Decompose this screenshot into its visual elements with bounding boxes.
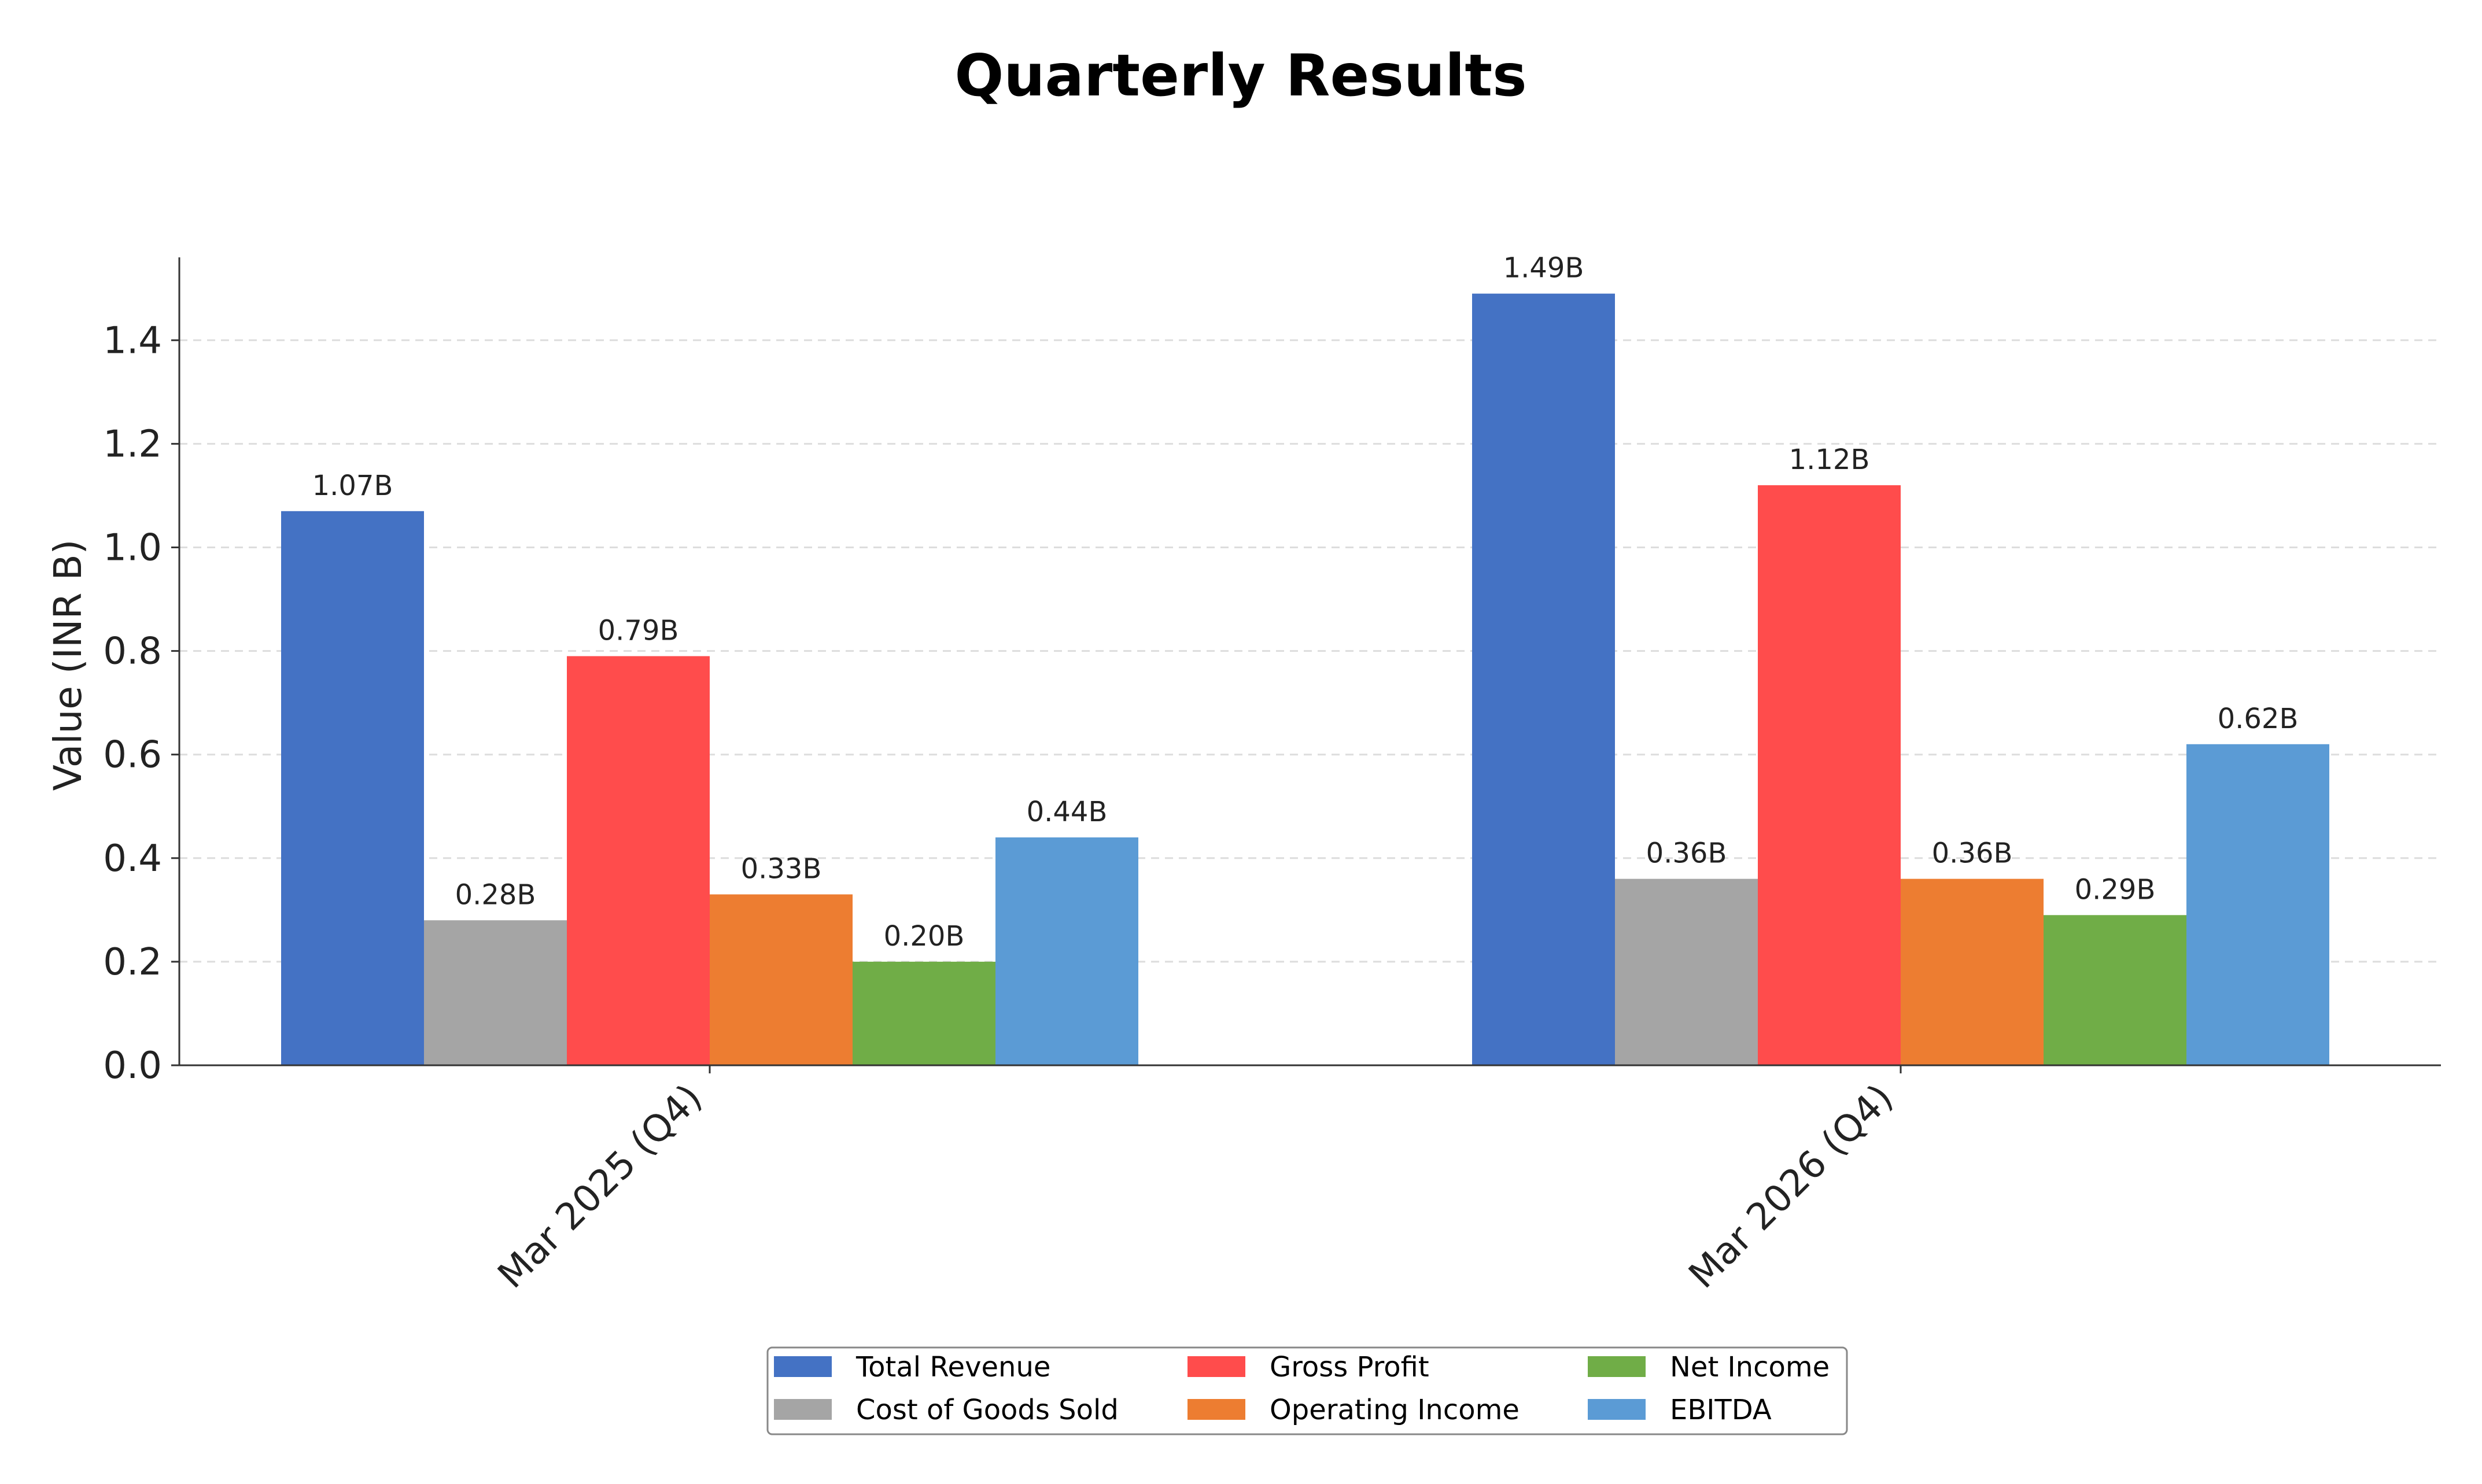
y-axis-label: Value (INR B) <box>46 540 90 791</box>
data-label: 1.07B <box>312 470 393 502</box>
data-label: 0.44B <box>1027 796 1108 828</box>
data-label: 0.29B <box>2075 873 2156 906</box>
legend: Total Revenue Cost of Goods Sold Gross Pro… <box>766 1346 1848 1435</box>
legend-label: Cost of Goods Sold <box>856 1394 1119 1426</box>
legend-swatch <box>774 1356 832 1377</box>
data-labels: 1.07B 0.28B 0.79B 0.33B 0.20B 0.44B 1.49B 0.36B… <box>312 252 2299 953</box>
bar <box>710 894 853 1065</box>
bar <box>1758 485 1901 1065</box>
x-tick-label: Mar 2025 (Q4) <box>490 1076 710 1297</box>
bar <box>1472 293 1615 1065</box>
x-ticks: Mar 2025 (Q4) Mar 2026 (Q4) <box>490 1065 1902 1297</box>
chart-title: Quarterly Results <box>954 42 1526 109</box>
bar <box>1901 878 2044 1065</box>
data-label: 0.28B <box>455 878 536 911</box>
data-label: 0.62B <box>2218 703 2299 735</box>
bar <box>1615 878 1758 1065</box>
y-tick-label: 1.0 <box>103 526 162 569</box>
y-tick-label: 0.6 <box>103 734 162 777</box>
y-tick-label: 0.2 <box>103 941 162 984</box>
data-label: 0.33B <box>741 852 822 885</box>
y-tick-label: 0.4 <box>103 837 162 880</box>
y-ticks: 0.0 0.2 0.4 0.6 0.8 1.0 1.2 1.4 <box>103 319 179 1087</box>
data-label: 0.20B <box>884 920 965 953</box>
x-tick-label: Mar 2026 (Q4) <box>1681 1076 1901 1297</box>
bar <box>567 656 710 1065</box>
data-label: 1.49B <box>1503 252 1584 285</box>
legend-label: Net Income <box>1670 1351 1830 1383</box>
y-tick-label: 0.8 <box>103 630 162 673</box>
legend-label: Operating Income <box>1270 1394 1520 1426</box>
legend-label: Total Revenue <box>855 1351 1050 1383</box>
legend-swatch <box>1588 1399 1646 1420</box>
bar <box>281 511 424 1065</box>
legend-swatch <box>1187 1399 1245 1420</box>
y-tick-label: 1.2 <box>103 423 162 466</box>
bar <box>995 837 1138 1065</box>
data-label: 1.12B <box>1789 444 1870 476</box>
data-label: 0.36B <box>1932 837 2013 870</box>
bar <box>424 920 567 1065</box>
data-label: 0.36B <box>1646 837 1727 870</box>
y-tick-label: 0.0 <box>103 1044 162 1087</box>
bar <box>853 961 995 1065</box>
legend-swatch <box>774 1399 832 1420</box>
y-tick-label: 1.4 <box>103 319 162 362</box>
bar <box>2186 744 2329 1065</box>
data-label: 0.79B <box>598 615 679 647</box>
legend-swatch <box>1187 1356 1245 1377</box>
legend-label: Gross Profit <box>1270 1351 1429 1383</box>
legend-frame <box>766 1346 1848 1435</box>
bar <box>2044 915 2186 1065</box>
legend-label: EBITDA <box>1670 1394 1772 1426</box>
bars <box>281 293 2329 1065</box>
legend-swatch <box>1588 1356 1646 1377</box>
gridlines <box>179 339 2441 963</box>
